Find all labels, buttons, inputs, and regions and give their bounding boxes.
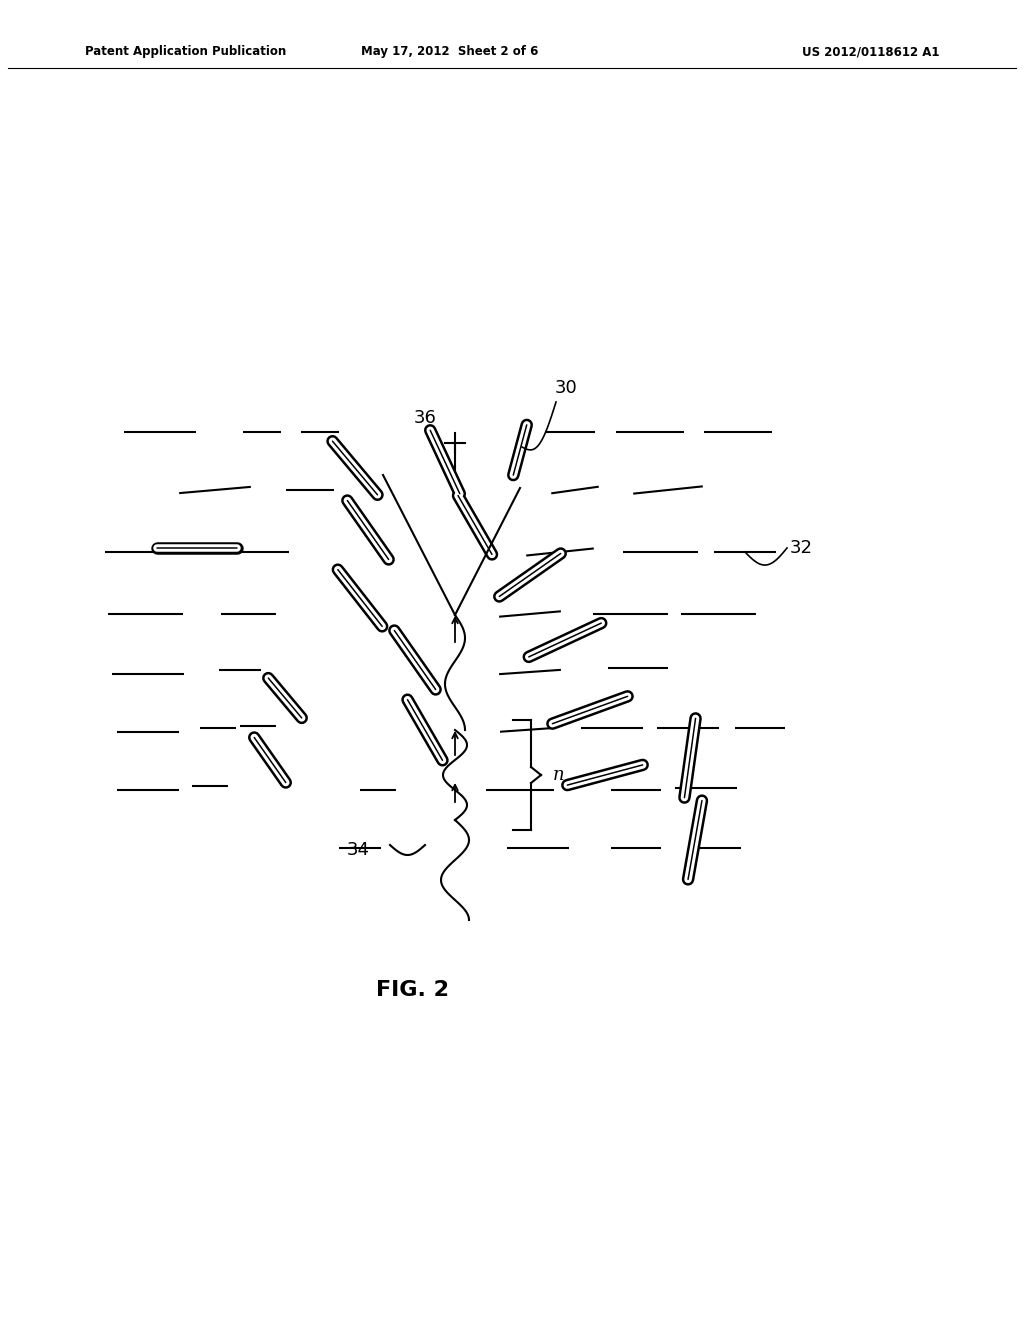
Text: n: n (553, 766, 564, 784)
Text: Patent Application Publication: Patent Application Publication (85, 45, 287, 58)
Text: 36: 36 (414, 409, 437, 426)
Text: 30: 30 (555, 379, 578, 397)
Text: US 2012/0118612 A1: US 2012/0118612 A1 (803, 45, 940, 58)
Text: FIG. 2: FIG. 2 (376, 979, 449, 1001)
Text: 34: 34 (347, 841, 370, 859)
Text: 32: 32 (790, 539, 813, 557)
Text: May 17, 2012  Sheet 2 of 6: May 17, 2012 Sheet 2 of 6 (361, 45, 539, 58)
